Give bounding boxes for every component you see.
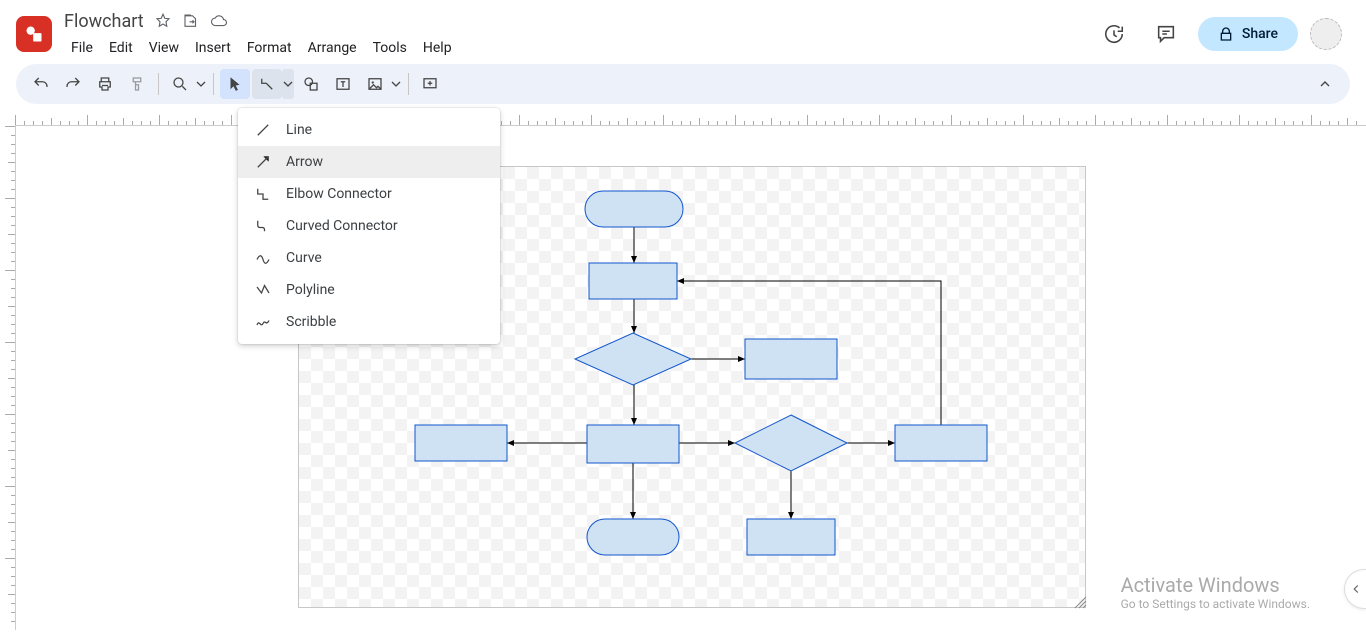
menu-tools[interactable]: Tools <box>366 36 414 60</box>
menu-item-label: Polyline <box>286 282 335 298</box>
menu-view[interactable]: View <box>142 36 186 60</box>
menu-help[interactable]: Help <box>416 36 459 60</box>
flowchart-process[interactable] <box>747 519 835 555</box>
zoom-dropdown[interactable] <box>195 69 207 99</box>
vertical-ruler[interactable] <box>0 126 16 630</box>
menu-item-label: Elbow Connector <box>286 186 392 202</box>
shape-tool-button[interactable] <box>296 69 326 99</box>
undo-button[interactable] <box>26 69 56 99</box>
collapse-toolbar-button[interactable] <box>1310 69 1340 99</box>
image-dropdown[interactable] <box>390 69 402 99</box>
drawings-icon <box>24 24 44 44</box>
app-icon[interactable] <box>16 16 52 52</box>
title-bar: Flowchart File Edit View Insert Format A… <box>0 0 1366 60</box>
menu-item-label: Scribble <box>286 314 336 330</box>
menu-file[interactable]: File <box>64 36 100 60</box>
watermark-title: Activate Windows <box>1121 573 1310 597</box>
menu-edit[interactable]: Edit <box>102 36 140 60</box>
lock-icon <box>1218 26 1234 42</box>
history-icon[interactable] <box>1094 14 1134 54</box>
line-menu-item-elbow[interactable]: Elbow Connector <box>238 178 500 210</box>
separator <box>213 73 214 95</box>
toolbar-container <box>0 60 1366 104</box>
share-button[interactable]: Share <box>1198 17 1298 51</box>
menu-arrange[interactable]: Arrange <box>301 36 364 60</box>
canvas[interactable] <box>16 126 1366 630</box>
flowchart-process[interactable] <box>587 425 679 463</box>
title-area: Flowchart File Edit View Insert Format A… <box>64 8 1094 60</box>
line-menu-item-arrow[interactable]: Arrow <box>238 146 500 178</box>
menu-item-label: Curved Connector <box>286 218 398 234</box>
resize-handle-icon[interactable] <box>1073 595 1087 609</box>
separator <box>408 73 409 95</box>
document-title[interactable]: Flowchart <box>64 11 144 32</box>
line-menu-item-polyline[interactable]: Polyline <box>238 274 500 306</box>
flowchart-decision[interactable] <box>735 415 847 471</box>
comments-icon[interactable] <box>1146 14 1186 54</box>
redo-button[interactable] <box>58 69 88 99</box>
flowchart-process[interactable] <box>589 263 677 299</box>
line-menu-item-line[interactable]: Line <box>238 114 500 146</box>
flowchart-process[interactable] <box>745 339 837 379</box>
print-button[interactable] <box>90 69 120 99</box>
menu-bar: File Edit View Insert Format Arrange Too… <box>64 36 1094 60</box>
image-tool-button[interactable] <box>360 69 390 99</box>
menu-item-label: Curve <box>286 250 322 266</box>
menu-format[interactable]: Format <box>240 36 299 60</box>
share-label: Share <box>1242 26 1278 42</box>
line-tool-menu: Line Arrow Elbow Connector Curved Connector… <box>238 108 500 344</box>
star-icon[interactable] <box>154 12 172 30</box>
flowchart-decision[interactable] <box>575 333 691 385</box>
menu-insert[interactable]: Insert <box>188 36 238 60</box>
paint-format-button[interactable] <box>122 69 152 99</box>
line-menu-item-scribble[interactable]: Scribble <box>238 306 500 338</box>
separator <box>158 73 159 95</box>
flowchart-process[interactable] <box>415 425 507 461</box>
line-menu-item-curved[interactable]: Curved Connector <box>238 210 500 242</box>
select-tool-button[interactable] <box>220 69 250 99</box>
toolbar <box>16 64 1350 104</box>
account-avatar[interactable] <box>1310 18 1342 50</box>
textbox-tool-button[interactable] <box>328 69 358 99</box>
flowchart-terminator[interactable] <box>587 519 679 555</box>
insert-comment-button[interactable] <box>415 69 445 99</box>
canvas-area <box>0 110 1366 630</box>
line-menu-item-curve[interactable]: Curve <box>238 242 500 274</box>
zoom-button[interactable] <box>165 69 195 99</box>
cloud-status-icon[interactable] <box>210 12 228 30</box>
watermark-subtitle: Go to Settings to activate Windows. <box>1121 597 1310 611</box>
menu-item-label: Arrow <box>286 154 323 170</box>
flowchart-terminator[interactable] <box>585 191 683 227</box>
windows-activation-watermark: Activate Windows Go to Settings to activ… <box>1121 573 1310 611</box>
menu-item-label: Line <box>286 122 312 138</box>
line-tool-dropdown[interactable] <box>282 69 294 99</box>
horizontal-ruler[interactable] <box>15 110 1366 126</box>
title-bar-right: Share <box>1094 14 1350 54</box>
flowchart-process[interactable] <box>895 425 987 461</box>
line-tool-button[interactable] <box>252 69 282 99</box>
move-icon[interactable] <box>182 12 200 30</box>
